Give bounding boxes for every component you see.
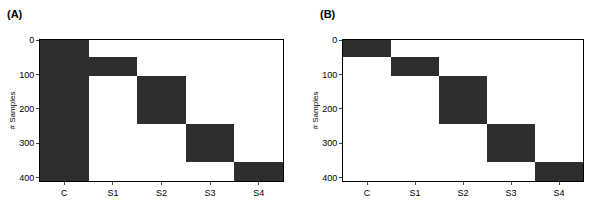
- svg-text:S1: S1: [107, 188, 118, 198]
- svg-text:S4: S4: [253, 188, 264, 198]
- svg-text:S3: S3: [205, 188, 216, 198]
- svg-text:200: 200: [19, 104, 34, 114]
- svg-text:S1: S1: [409, 188, 420, 198]
- svg-text:# Samples: # Samples: [311, 92, 320, 130]
- svg-text:C: C: [61, 188, 68, 198]
- svg-text:C: C: [364, 188, 371, 198]
- svg-text:400: 400: [322, 173, 337, 183]
- svg-text:200: 200: [322, 104, 337, 114]
- svg-text:0: 0: [29, 35, 34, 45]
- svg-text:0: 0: [332, 35, 337, 45]
- svg-text:# Samples: # Samples: [8, 92, 17, 130]
- svg-text:400: 400: [19, 173, 34, 183]
- svg-text:300: 300: [19, 138, 34, 148]
- svg-text:S2: S2: [457, 188, 468, 198]
- svg-text:300: 300: [322, 138, 337, 148]
- svg-text:S2: S2: [156, 188, 167, 198]
- svg-text:(B): (B): [320, 8, 336, 20]
- svg-text:S3: S3: [505, 188, 516, 198]
- svg-text:100: 100: [19, 70, 34, 80]
- svg-text:100: 100: [322, 70, 337, 80]
- svg-text:(A): (A): [7, 8, 23, 20]
- svg-text:S4: S4: [553, 188, 564, 198]
